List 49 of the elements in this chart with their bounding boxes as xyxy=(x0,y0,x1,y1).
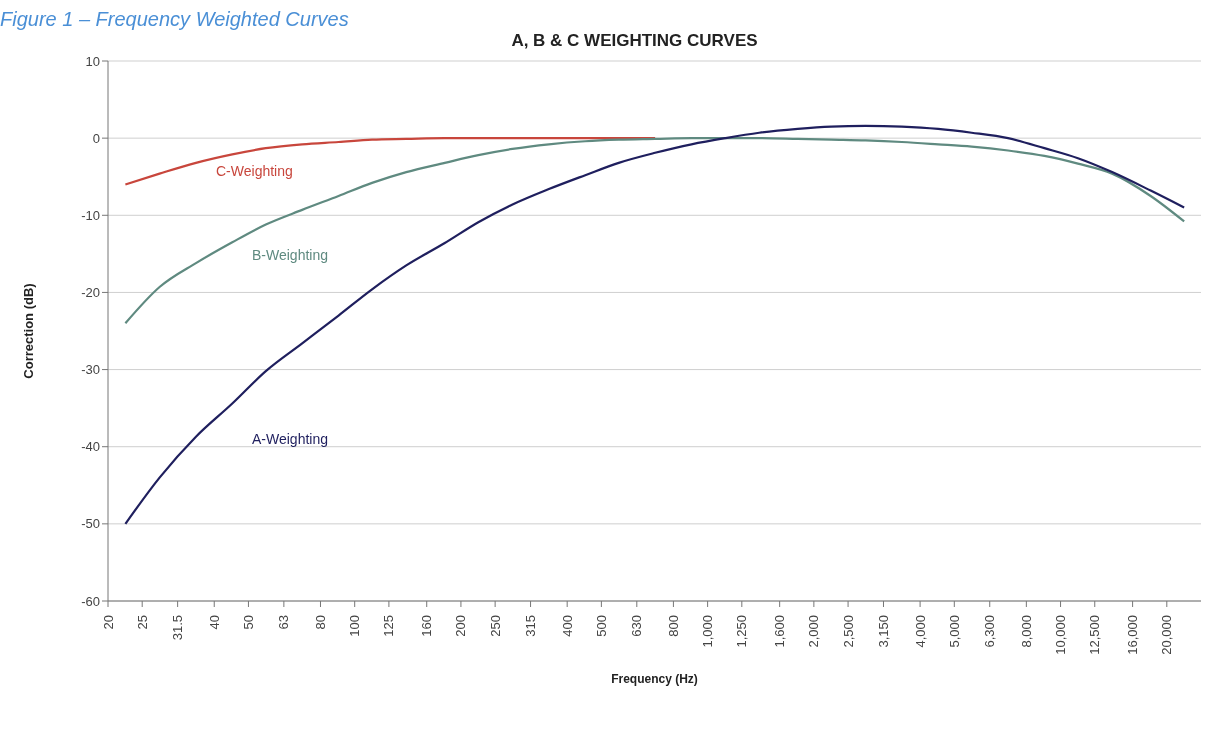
x-tick-label: 31.5 xyxy=(170,615,186,641)
y-tick-label: 10 xyxy=(85,53,100,69)
caption: Figure 1 – Frequency Weighted Curves xyxy=(0,8,350,31)
x-tick-label: 5,000 xyxy=(946,615,962,648)
series-label: B-Weighting xyxy=(252,247,329,263)
x-tick-label: 2,000 xyxy=(806,615,822,648)
x-tick-label: 1,250 xyxy=(734,615,750,648)
x-tick-label: 500 xyxy=(593,615,609,637)
y-tick-label: -40 xyxy=(81,439,100,455)
line-series xyxy=(124,124,1186,525)
x-tick-label: 10,000 xyxy=(1053,615,1069,655)
x-tick-label: 125 xyxy=(381,615,397,637)
chart-title: A, B & C WEIGHTING CURVES xyxy=(510,31,759,51)
x-tick-label: 630 xyxy=(629,615,645,637)
x-tick-label: 40 xyxy=(206,615,222,630)
x-tick-label: 12,500 xyxy=(1087,615,1103,655)
x-tick-label: 800 xyxy=(665,615,681,637)
x-tick-label: 50 xyxy=(240,615,256,630)
x-tick-label: 63 xyxy=(276,615,292,630)
x-tick-label: 100 xyxy=(347,615,363,637)
line-series xyxy=(124,137,657,186)
x-tick-label: 4,000 xyxy=(912,615,928,648)
y-tick-label: -20 xyxy=(81,285,100,301)
x-tick-label: 200 xyxy=(453,615,469,637)
x-tick-label: 1,600 xyxy=(772,615,788,648)
text: A-Weighting xyxy=(252,431,329,447)
x-tick-label: 16,000 xyxy=(1125,615,1141,655)
x-tick-label: 20 xyxy=(100,615,116,630)
x-tick-label: 20,000 xyxy=(1159,615,1175,655)
y-axis-title: Correction (dB) xyxy=(20,283,36,379)
x-tick-label: 3,150 xyxy=(875,615,891,648)
x-tick-label: 8,000 xyxy=(1018,615,1034,648)
y-tick-label: -10 xyxy=(81,207,100,223)
y-tick-label: -30 xyxy=(81,362,100,378)
x-tick-label: 400 xyxy=(559,615,575,637)
x-tick-label: 80 xyxy=(312,615,328,630)
x-tick-label: 1,000 xyxy=(700,615,716,648)
line-series xyxy=(124,137,1186,325)
x-axis-title: Frequency (Hz) xyxy=(611,672,698,686)
y-tick-label: 0 xyxy=(92,130,100,146)
y-tick-label: -50 xyxy=(81,516,100,532)
x-tick-label: 2,500 xyxy=(840,615,856,648)
series-label: C-Weighting xyxy=(216,163,293,179)
y-tick-label: -60 xyxy=(81,593,100,609)
x-tick-label: 25 xyxy=(134,615,150,630)
x-tick-label: 6,300 xyxy=(982,615,998,648)
x-tick-label: 315 xyxy=(523,615,539,637)
x-tick-label: 250 xyxy=(487,615,503,637)
x-tick-label: 160 xyxy=(419,615,435,637)
